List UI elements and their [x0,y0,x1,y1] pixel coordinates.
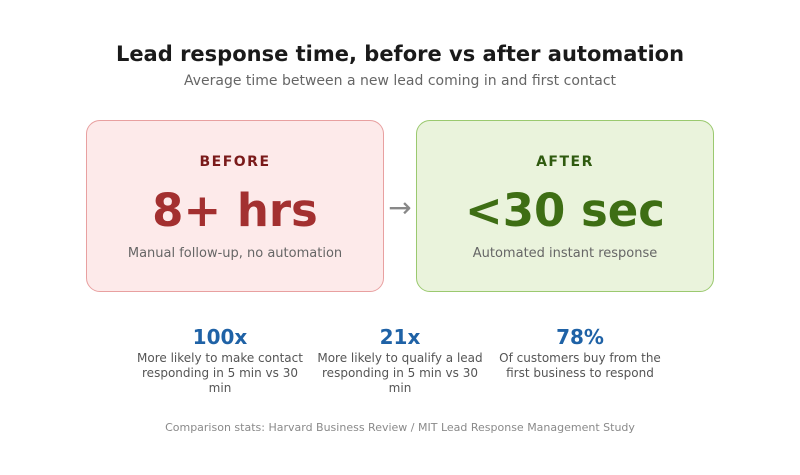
stat-first-responder: 78% Of customers buy from the first busi… [494,324,666,381]
stat-description: Of customers buy from the first business… [499,351,661,380]
page-title: Lead response time, before vs after auto… [115,42,685,66]
after-description: Automated instant response [472,246,658,261]
page-subtitle: Average time between a new lead coming i… [183,73,617,89]
stat-qualify: 21x More likely to qualify a lead respon… [314,324,486,396]
source-note: Comparison stats: Harvard Business Revie… [165,421,635,434]
after-card: AFTER <30 sec Automated instant response [416,120,714,292]
before-description: Manual follow-up, no automation [127,246,343,261]
stat-contact: 100x More likely to make contact respond… [134,324,306,396]
before-value: 8+ hrs [152,184,318,237]
stat-value: 78% [556,325,604,349]
arrow-right-icon: → [388,191,412,224]
stat-description: More likely to qualify a lead responding… [317,351,483,395]
stat-value: 21x [379,325,421,349]
after-label: AFTER [536,154,594,170]
after-value: <30 sec [465,184,665,237]
stat-description: More likely to make contact responding i… [137,351,303,395]
before-label: BEFORE [199,154,271,170]
stat-value: 100x [192,325,248,349]
before-card: BEFORE 8+ hrs Manual follow-up, no autom… [86,120,384,292]
